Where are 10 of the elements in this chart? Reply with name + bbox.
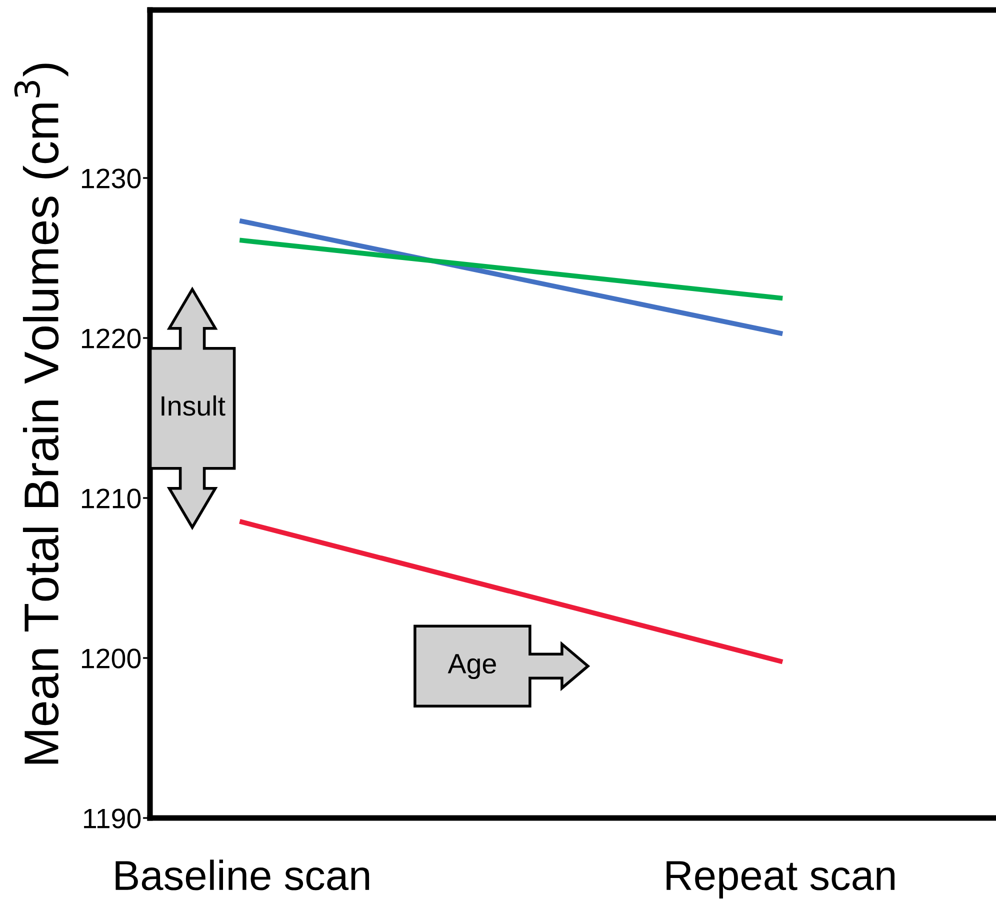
- y-tick-label: 1220: [82, 328, 141, 348]
- y-tick-label: 1200: [82, 648, 141, 668]
- y-tick-label: 1210: [82, 488, 141, 508]
- y-tick-label: 1230: [82, 168, 141, 188]
- y-tick-label: 1190: [84, 808, 141, 828]
- x-tick-label: Repeat scan: [666, 861, 894, 899]
- annotation: Age: [448, 654, 496, 680]
- x-tick-label: Baseline scan: [116, 860, 370, 890]
- y-axis-title: Mean Total Brain Volumes (cm$^{3}$): [14, 64, 68, 764]
- annotation: Insult: [162, 395, 226, 416]
